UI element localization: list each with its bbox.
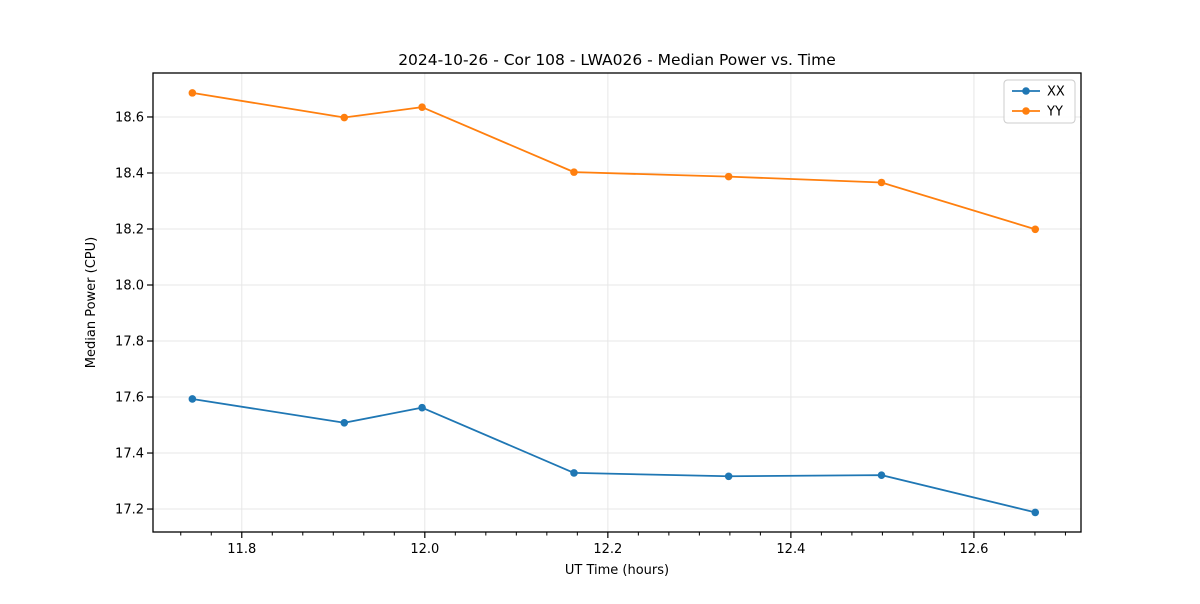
data-point-YY — [1031, 225, 1040, 234]
data-point-YY — [418, 103, 426, 111]
data-point-XX — [724, 472, 733, 481]
data-point-YY — [570, 168, 578, 176]
data-point-XX — [418, 403, 426, 412]
y-tick-label: 17.2 — [115, 503, 144, 518]
legend-label: XX — [1047, 85, 1065, 100]
data-point-YY — [724, 172, 733, 181]
data-point-XX — [340, 418, 349, 427]
y-tick-label: 17.6 — [115, 391, 144, 406]
x-axis-label: UT Time (hours) — [565, 563, 669, 578]
plot-border — [152, 72, 1082, 533]
grid-layer — [153, 73, 1081, 532]
y-tick-label: 17.8 — [115, 335, 144, 350]
data-point-YY — [188, 89, 197, 97]
legend-entry-YY: YY — [1012, 105, 1063, 120]
legend-layer: XX YY — [1003, 79, 1076, 124]
series-line-YY — [192, 91, 1036, 231]
y-tick-label: 18.2 — [115, 222, 144, 237]
y-tick-label: 18.0 — [115, 278, 144, 293]
series-layer — [188, 89, 1040, 517]
series-line-XX — [192, 398, 1036, 514]
legend-label: YY — [1046, 105, 1063, 120]
legend-marker — [1022, 107, 1030, 115]
y-tick-label: 18.4 — [115, 166, 144, 181]
legend-marker — [1022, 87, 1030, 95]
data-point-YY — [877, 178, 886, 187]
chart-title: 2024-10-26 - Cor 108 - LWA026 - Median P… — [398, 51, 836, 69]
legend-entry-XX: XX — [1012, 85, 1065, 100]
data-point-XX — [188, 395, 197, 403]
data-point-YY — [340, 113, 349, 122]
x-tick-label: 12.2 — [593, 542, 622, 557]
data-point-XX — [570, 469, 578, 477]
axes-layer: 11.8 12.0 12.2 12.4 12.6 17.2 17.4 17.6 17.8 18.0… — [115, 72, 1082, 557]
data-point-XX — [1031, 508, 1040, 517]
y-axis-label: Median Power (CPU) — [84, 237, 99, 368]
x-tick-label: 11.8 — [227, 542, 256, 557]
y-tick-label: 17.4 — [115, 447, 144, 462]
x-tick-label: 12.0 — [410, 542, 439, 557]
y-tick-label: 18.6 — [115, 110, 144, 125]
x-tick-label: 12.4 — [776, 542, 805, 557]
data-point-XX — [877, 471, 886, 479]
x-tick-label: 12.6 — [959, 542, 988, 557]
